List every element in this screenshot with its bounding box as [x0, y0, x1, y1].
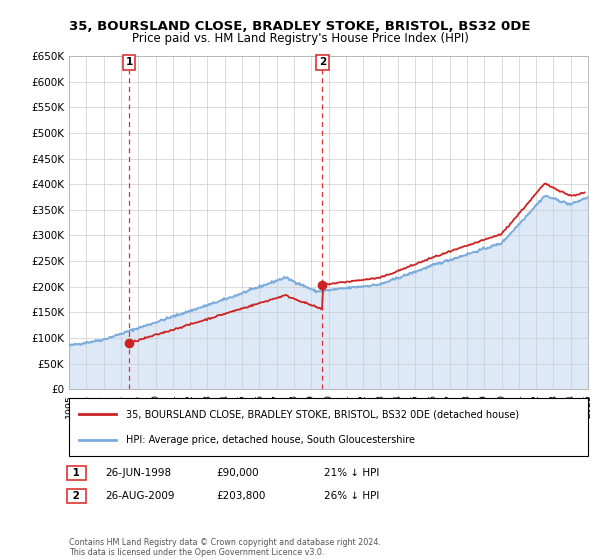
Text: 21% ↓ HPI: 21% ↓ HPI — [324, 468, 379, 478]
Text: 35, BOURSLAND CLOSE, BRADLEY STOKE, BRISTOL, BS32 0DE: 35, BOURSLAND CLOSE, BRADLEY STOKE, BRIS… — [69, 20, 531, 32]
Text: 2: 2 — [319, 57, 326, 67]
Text: 2: 2 — [69, 491, 83, 501]
Text: 1: 1 — [69, 468, 83, 478]
Text: Price paid vs. HM Land Registry's House Price Index (HPI): Price paid vs. HM Land Registry's House … — [131, 32, 469, 45]
Text: 26-JUN-1998: 26-JUN-1998 — [105, 468, 171, 478]
Text: 26-AUG-2009: 26-AUG-2009 — [105, 491, 175, 501]
Text: £90,000: £90,000 — [216, 468, 259, 478]
FancyBboxPatch shape — [69, 398, 588, 456]
Text: 35, BOURSLAND CLOSE, BRADLEY STOKE, BRISTOL, BS32 0DE (detached house): 35, BOURSLAND CLOSE, BRADLEY STOKE, BRIS… — [126, 409, 519, 419]
Text: £203,800: £203,800 — [216, 491, 265, 501]
Text: Contains HM Land Registry data © Crown copyright and database right 2024.
This d: Contains HM Land Registry data © Crown c… — [69, 538, 381, 557]
Text: HPI: Average price, detached house, South Gloucestershire: HPI: Average price, detached house, Sout… — [126, 435, 415, 445]
Text: 26% ↓ HPI: 26% ↓ HPI — [324, 491, 379, 501]
Text: 1: 1 — [125, 57, 133, 67]
